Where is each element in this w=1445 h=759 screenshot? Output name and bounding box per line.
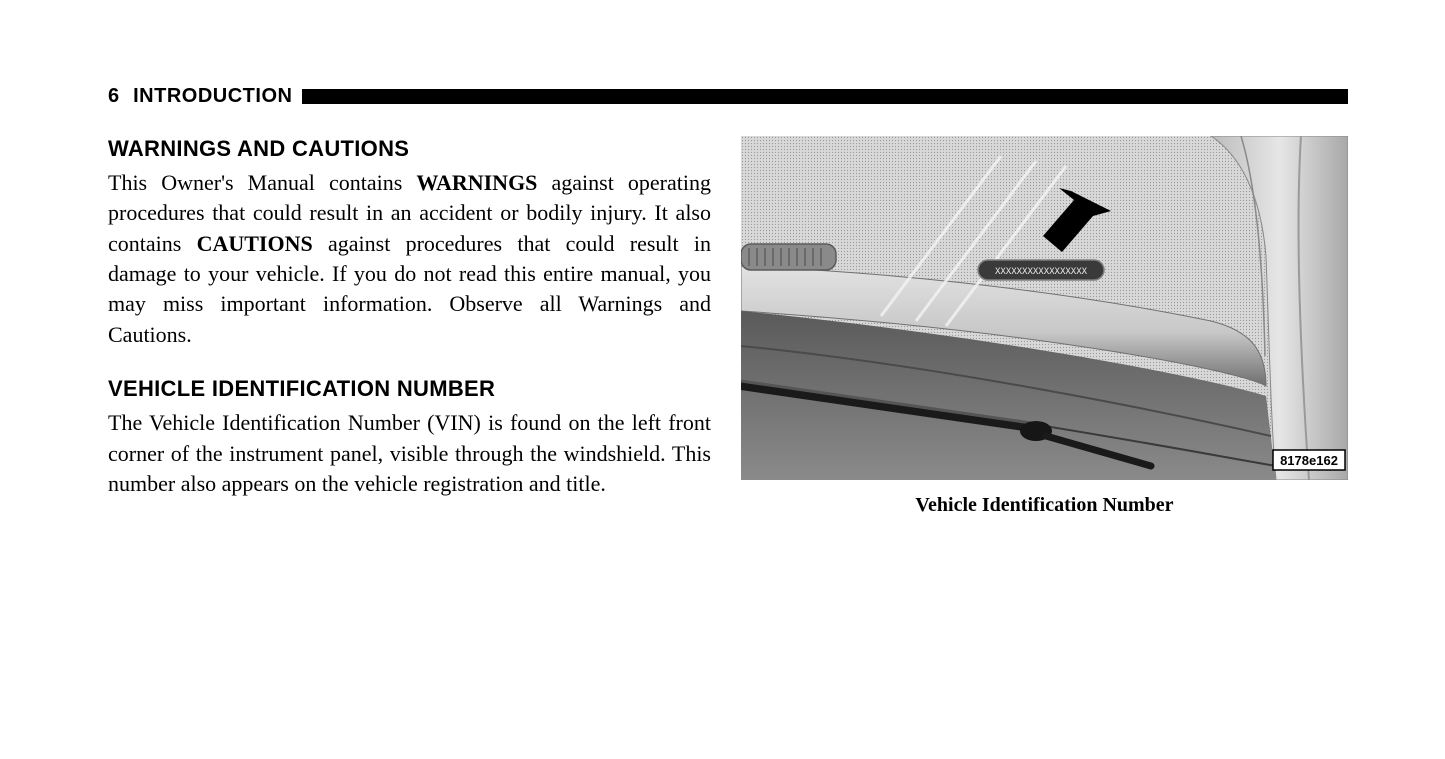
image-ref-text: 8178e162 [1280, 453, 1338, 468]
vin-paragraph: The Vehicle Identification Number (VIN) … [108, 408, 711, 499]
header-rule [302, 89, 1348, 104]
para1-frag1: This Owner's Manual contains [108, 170, 416, 195]
warnings-heading: WARNINGS AND CAUTIONS [108, 136, 711, 162]
vin-plate: XXXXXXXXXXXXXXXXX [978, 260, 1104, 280]
para1-bold-warnings: WARNINGS [416, 170, 537, 195]
vin-plate-text: XXXXXXXXXXXXXXXXX [995, 267, 1088, 277]
section-title: INTRODUCTION [133, 85, 292, 108]
vin-illustration: XXXXXXXXXXXXXXXXX 8178e162 [741, 136, 1348, 480]
left-column: WARNINGS AND CAUTIONS This Owner's Manua… [108, 136, 711, 525]
warnings-paragraph: This Owner's Manual contains WARNINGS ag… [108, 168, 711, 350]
para1-bold-cautions: CAUTIONS [197, 231, 313, 256]
page-header: 6 INTRODUCTION [108, 85, 1348, 108]
page-number: 6 [108, 85, 119, 108]
vin-heading: VEHICLE IDENTIFICATION NUMBER [108, 376, 711, 402]
image-ref-box: 8178e162 [1273, 450, 1345, 470]
vin-figure: XXXXXXXXXXXXXXXXX 8178e162 Vehicle Ident… [741, 136, 1348, 517]
right-column: XXXXXXXXXXXXXXXXX 8178e162 Vehicle Ident… [741, 136, 1348, 525]
figure-caption: Vehicle Identification Number [741, 494, 1348, 517]
brake-light [741, 244, 836, 270]
